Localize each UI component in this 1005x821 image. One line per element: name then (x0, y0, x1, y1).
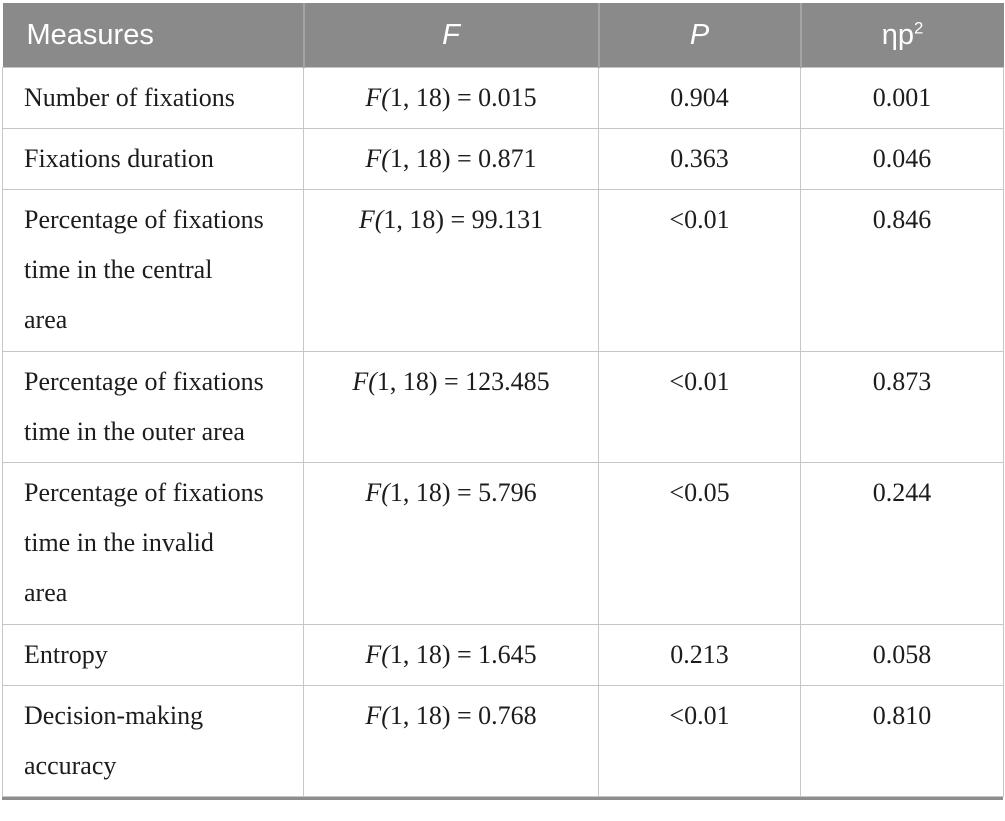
p-value-cell: <0.05 (598, 462, 801, 625)
p-value-cell: 0.904 (598, 67, 801, 129)
p-value-cell: <0.01 (598, 685, 801, 797)
measure-cell: Percentage of fixations time in the cent… (2, 189, 304, 352)
measure-cell: Number of fixations (2, 67, 304, 129)
f-header-label: F (442, 18, 460, 51)
measure-cell: Fixations duration (2, 128, 304, 190)
f-value-cell: F(1, 18) = 123.485 (303, 351, 599, 463)
table-row: Number of fixations F(1, 18) = 0.015 0.9… (2, 67, 1004, 129)
table-body: Number of fixations F(1, 18) = 0.015 0.9… (2, 67, 1004, 797)
table-row: Percentage of fixations time in the oute… (2, 351, 1004, 463)
column-header-p: P (598, 3, 802, 68)
f-value-cell: F(1, 18) = 0.015 (303, 67, 599, 129)
measure-cell: Percentage of fixations time in the inva… (2, 462, 304, 625)
column-header-f: F (303, 3, 600, 68)
measure-cell: Decision-making accuracy (2, 685, 304, 797)
eta-value-cell: 0.873 (800, 351, 1004, 463)
p-value-cell: 0.363 (598, 128, 801, 190)
eta-header-superscript: 2 (913, 17, 924, 37)
table-row: Decision-making accuracy F(1, 18) = 0.76… (2, 685, 1004, 797)
p-value-cell: <0.01 (598, 189, 801, 352)
eta-value-cell: 0.810 (800, 685, 1004, 797)
page: Measures F P ηp2 Number of fixations F(1… (2, 3, 1004, 800)
eta-value-cell: 0.001 (800, 67, 1004, 129)
column-header-measures: Measures (2, 3, 305, 68)
table-row: Percentage of fixations time in the inva… (2, 462, 1004, 625)
p-value-cell: 0.213 (598, 624, 801, 686)
p-header-label: P (689, 18, 710, 51)
f-value-cell: F(1, 18) = 5.796 (303, 462, 599, 625)
eta-value-cell: 0.058 (800, 624, 1004, 686)
f-value-cell: F(1, 18) = 99.131 (303, 189, 599, 352)
measures-header-label: Measures (26, 18, 154, 51)
measure-cell: Percentage of fixations time in the oute… (2, 351, 304, 463)
f-value-cell: F(1, 18) = 0.871 (303, 128, 599, 190)
table-row: Fixations duration F(1, 18) = 0.871 0.36… (2, 128, 1004, 190)
measure-cell: Entropy (2, 624, 304, 686)
f-value-cell: F(1, 18) = 0.768 (303, 685, 599, 797)
eta-value-cell: 0.846 (800, 189, 1004, 352)
table-bottom-rule (2, 797, 1003, 800)
f-value-cell: F(1, 18) = 1.645 (303, 624, 599, 686)
header-row: Measures F P ηp2 (2, 3, 1004, 68)
p-value-cell: <0.01 (598, 351, 801, 463)
eta-value-cell: 0.244 (800, 462, 1004, 625)
column-header-eta-squared: ηp2 (800, 3, 1004, 68)
table-row: Entropy F(1, 18) = 1.645 0.213 0.058 (2, 624, 1004, 686)
table-row: Percentage of fixations time in the cent… (2, 189, 1004, 352)
anova-results-table: Measures F P ηp2 Number of fixations F(1… (2, 3, 1004, 797)
eta-value-cell: 0.046 (800, 128, 1004, 190)
eta-header-label: ηp (881, 18, 914, 51)
table-header: Measures F P ηp2 (2, 3, 1004, 68)
